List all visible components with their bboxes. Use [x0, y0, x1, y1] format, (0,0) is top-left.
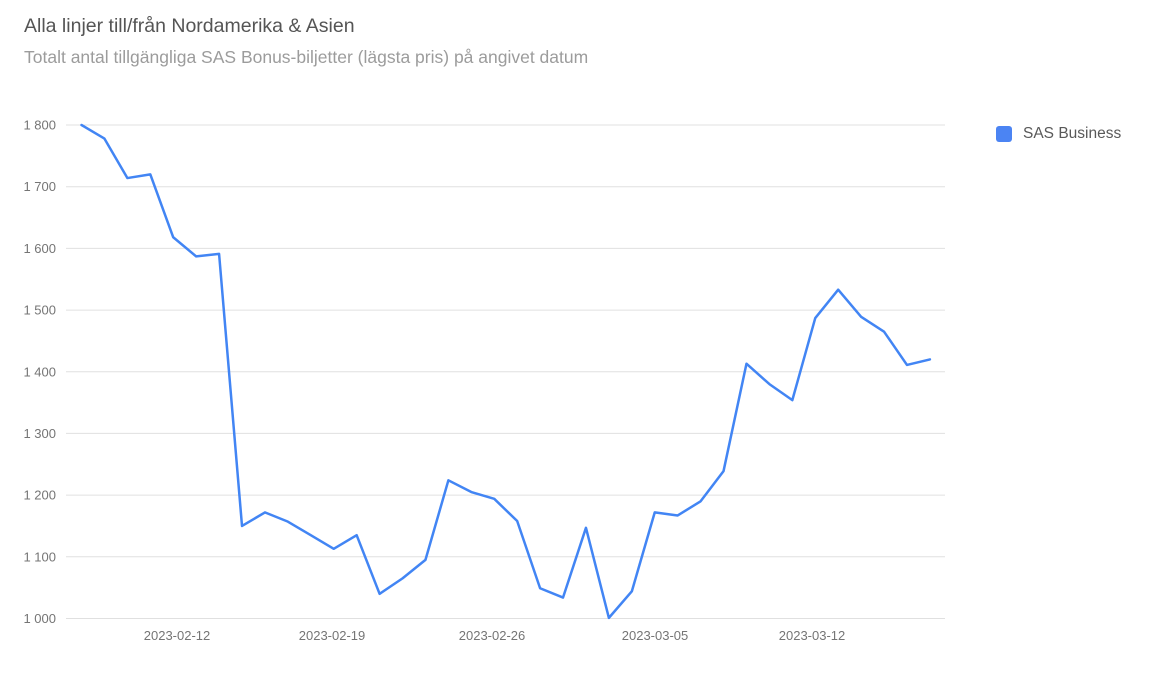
svg-text:1 100: 1 100 — [23, 549, 56, 564]
svg-text:1 200: 1 200 — [23, 488, 56, 503]
svg-text:2023-02-26: 2023-02-26 — [459, 628, 526, 643]
svg-text:1 800: 1 800 — [23, 118, 56, 133]
svg-text:2023-02-19: 2023-02-19 — [299, 628, 366, 643]
svg-text:1 500: 1 500 — [23, 303, 56, 318]
svg-text:2023-02-12: 2023-02-12 — [144, 628, 211, 643]
svg-text:2023-03-12: 2023-03-12 — [779, 628, 846, 643]
svg-text:1 000: 1 000 — [23, 611, 56, 626]
svg-text:2023-03-05: 2023-03-05 — [622, 628, 689, 643]
svg-text:1 600: 1 600 — [23, 241, 56, 256]
svg-text:1 700: 1 700 — [23, 179, 56, 194]
svg-text:1 300: 1 300 — [23, 426, 56, 441]
svg-text:1 400: 1 400 — [23, 364, 56, 379]
